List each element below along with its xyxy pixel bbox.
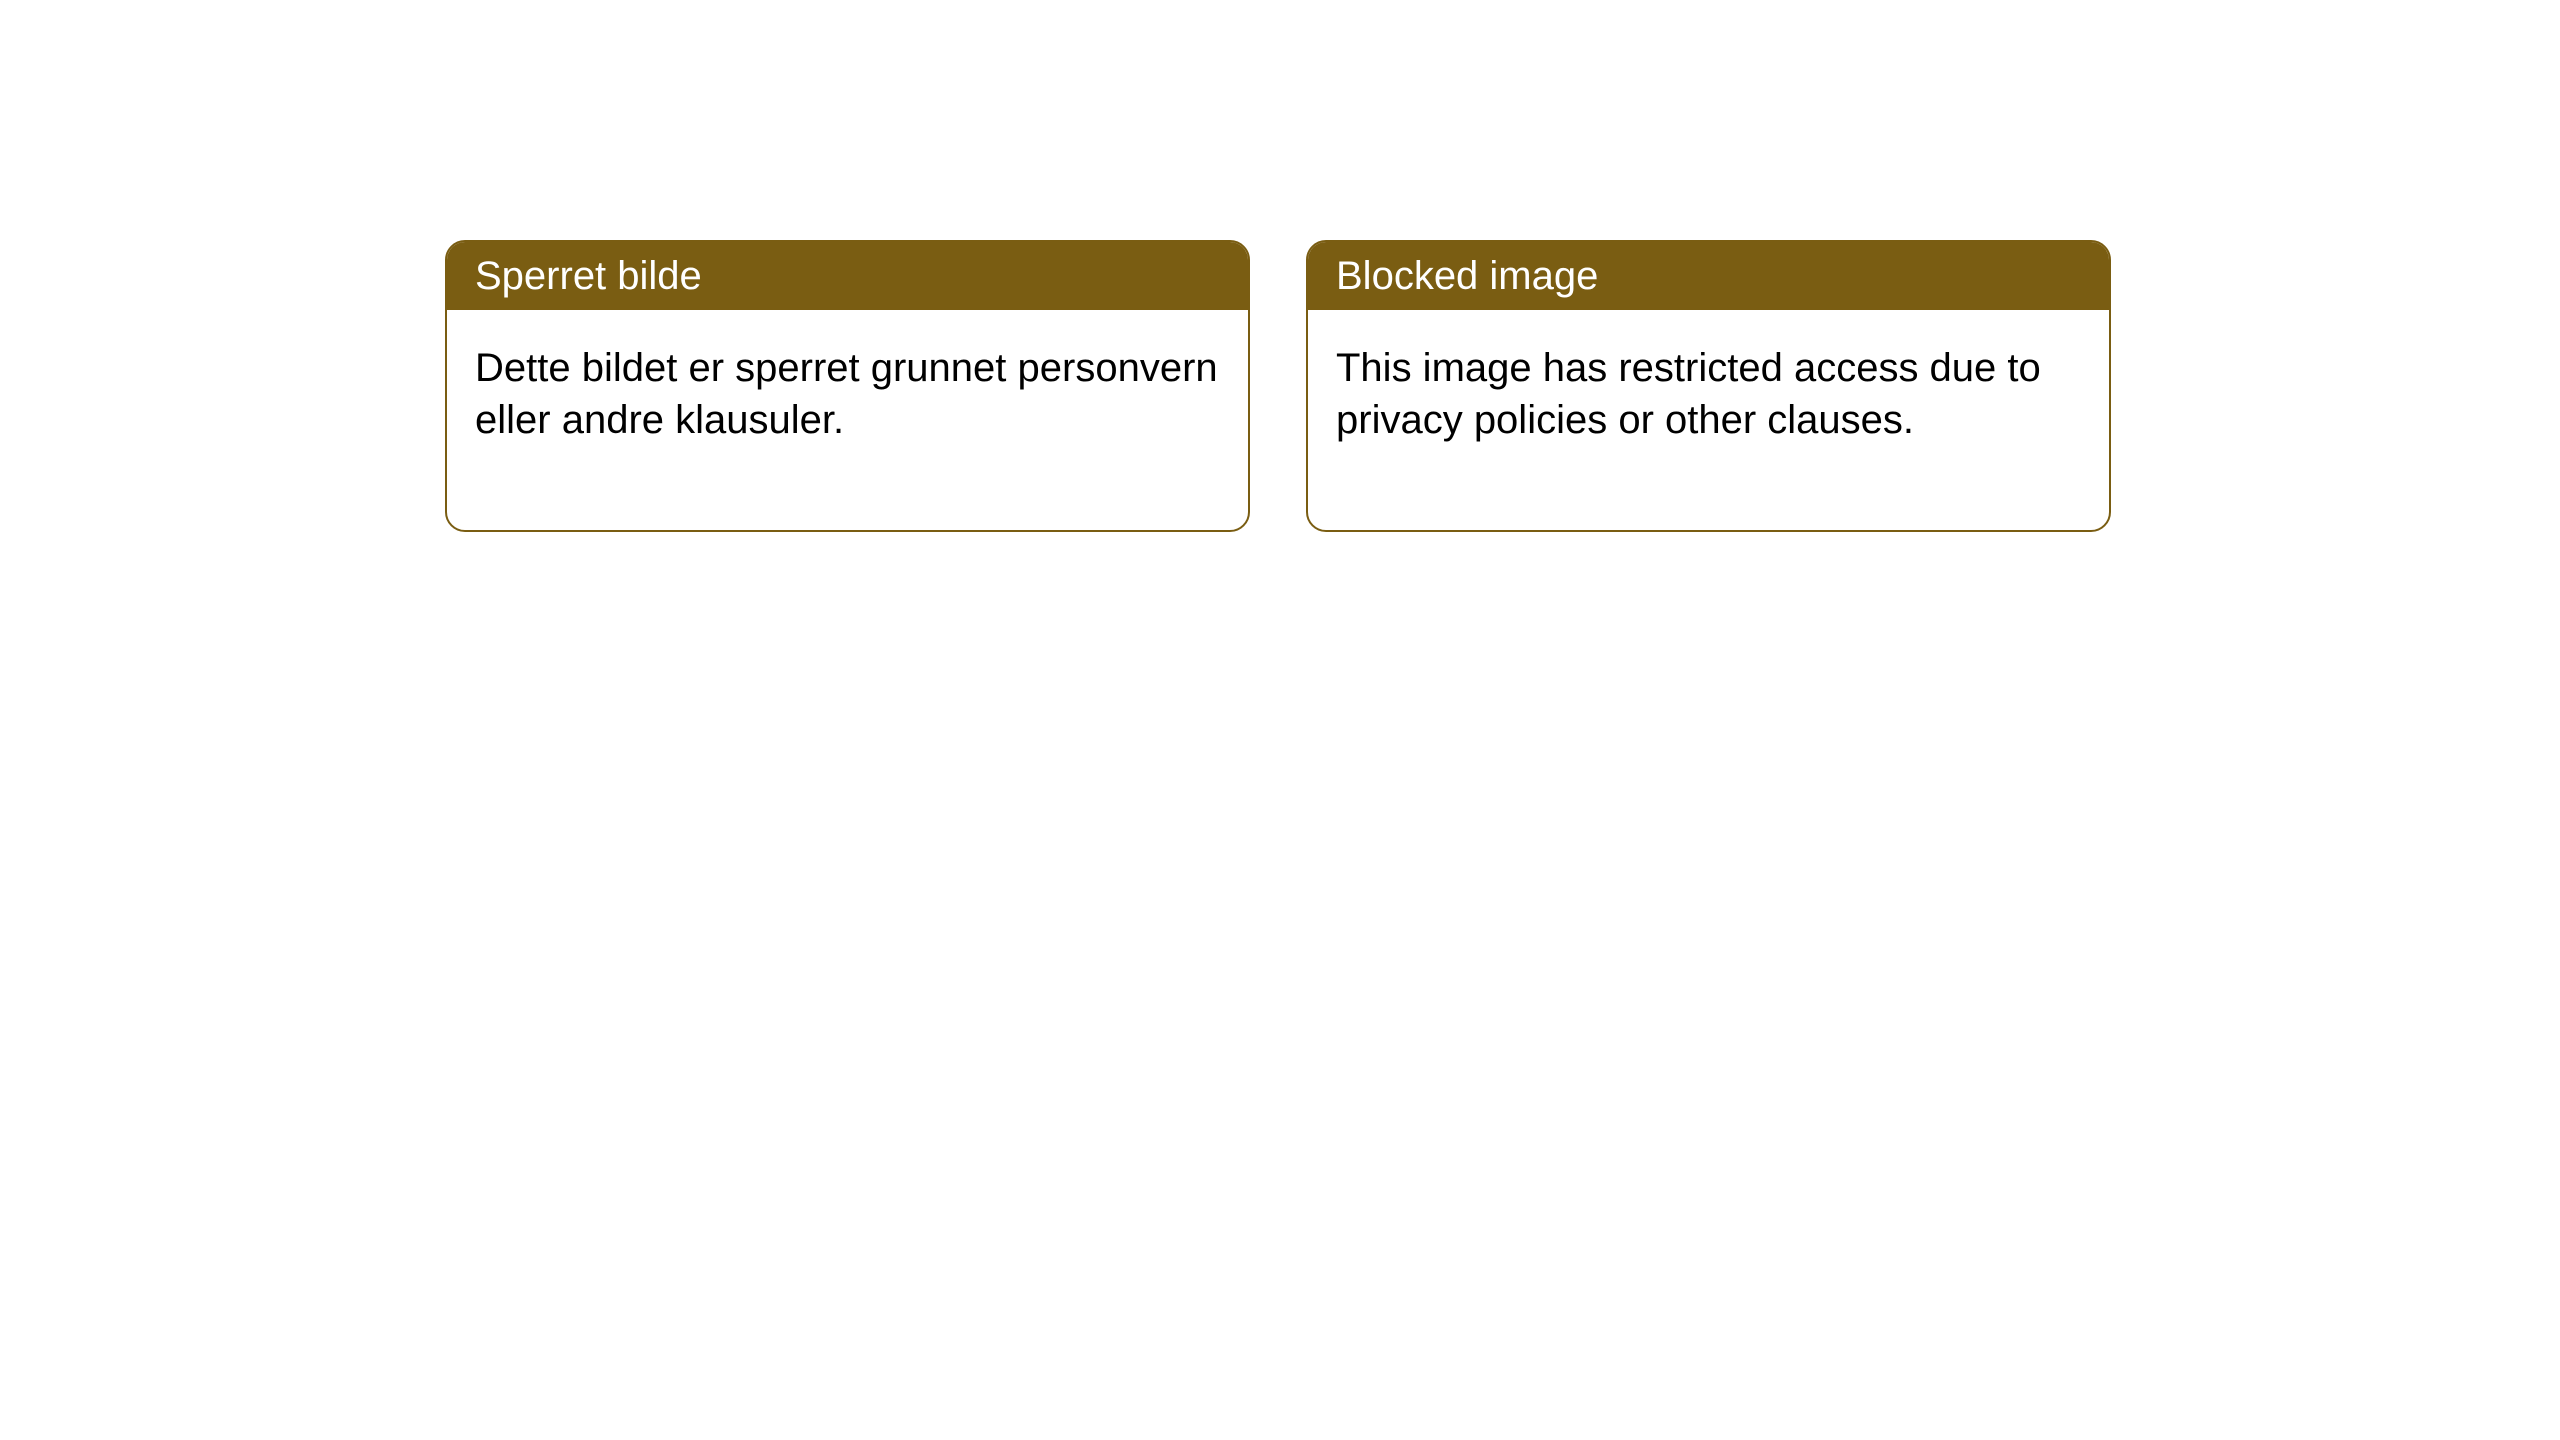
notice-body: This image has restricted access due to …	[1308, 310, 2109, 530]
notice-body: Dette bildet er sperret grunnet personve…	[447, 310, 1248, 530]
notice-title: Blocked image	[1308, 242, 2109, 310]
notice-card-english: Blocked image This image has restricted …	[1306, 240, 2111, 532]
notice-container: Sperret bilde Dette bildet er sperret gr…	[0, 0, 2560, 532]
notice-title: Sperret bilde	[447, 242, 1248, 310]
notice-card-norwegian: Sperret bilde Dette bildet er sperret gr…	[445, 240, 1250, 532]
